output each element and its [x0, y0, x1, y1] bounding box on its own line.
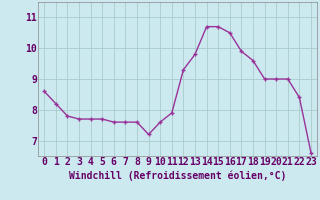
X-axis label: Windchill (Refroidissement éolien,°C): Windchill (Refroidissement éolien,°C) — [69, 170, 286, 181]
